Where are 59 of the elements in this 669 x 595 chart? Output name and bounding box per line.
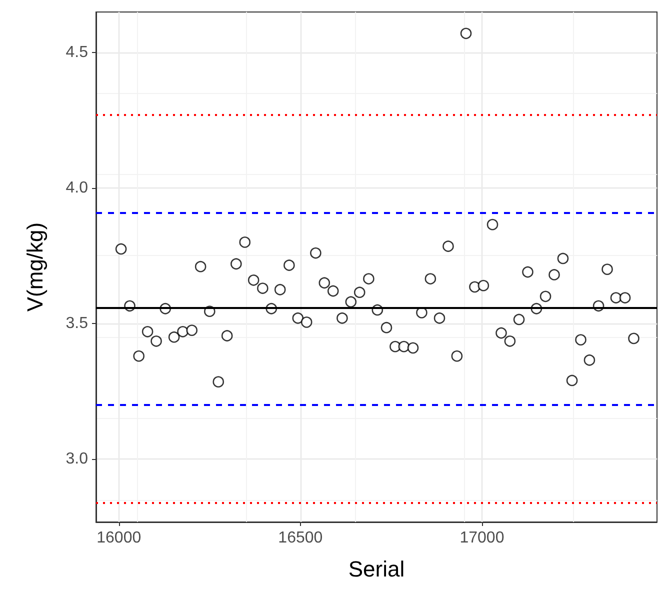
point: [168, 331, 180, 343]
point: [460, 28, 472, 40]
point: [628, 332, 640, 344]
point: [513, 314, 525, 326]
point: [434, 312, 446, 324]
point: [566, 374, 578, 386]
point: [230, 258, 242, 270]
point: [115, 243, 127, 255]
point: [398, 340, 410, 352]
point: [602, 264, 613, 275]
point: [380, 322, 392, 334]
point: [407, 342, 419, 354]
point: [239, 236, 251, 248]
point: [619, 292, 631, 304]
x-tick-label: 17000: [460, 530, 504, 546]
point: [424, 273, 436, 284]
point: [177, 326, 188, 338]
point: [310, 247, 322, 259]
point: [248, 274, 260, 286]
point: [478, 280, 490, 292]
x-tick-label: 16000: [96, 530, 142, 546]
y-tick-label: 4.5: [66, 44, 88, 61]
point: [150, 336, 162, 347]
point: [284, 260, 295, 271]
y-tick-label: 3.0: [66, 450, 88, 468]
point: [133, 350, 144, 362]
point: [345, 296, 357, 308]
y-tick-label: 3.5: [66, 315, 88, 332]
point: [257, 282, 268, 294]
point: [221, 330, 233, 342]
point: [469, 281, 480, 293]
x-tick-label: 16500: [278, 530, 323, 546]
point: [292, 312, 304, 324]
point: [522, 266, 534, 278]
point: [354, 286, 366, 298]
x-axis-title: Serial: [348, 556, 405, 582]
y-axis-title: V(mg/kg): [22, 222, 48, 312]
point: [540, 290, 552, 302]
point: [142, 326, 154, 338]
point: [363, 273, 374, 284]
point: [274, 284, 286, 296]
point: [610, 292, 622, 304]
point: [327, 285, 339, 297]
point: [194, 260, 206, 272]
y-tick-label: 4.0: [66, 179, 88, 196]
point: [504, 336, 516, 347]
point: [584, 354, 596, 366]
point: [557, 252, 569, 264]
point: [336, 312, 348, 324]
point: [575, 334, 586, 346]
point: [212, 376, 224, 388]
point: [496, 327, 507, 339]
point: [318, 277, 330, 289]
point: [548, 269, 560, 280]
point: [300, 316, 312, 328]
point: [486, 218, 498, 230]
point: [442, 240, 454, 252]
point: [451, 350, 463, 362]
point: [186, 324, 198, 336]
